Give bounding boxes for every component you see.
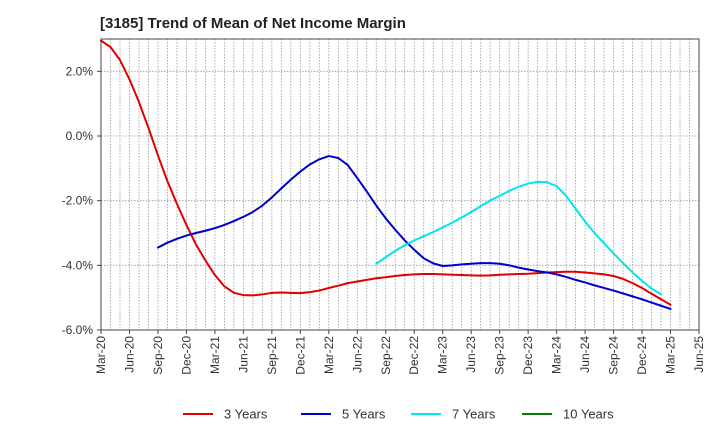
x-tick-label: Jun-21 bbox=[236, 336, 250, 373]
x-tick-label: Mar-25 bbox=[664, 336, 678, 374]
legend-label: 7 Years bbox=[452, 407, 496, 422]
x-tick-label: Dec-20 bbox=[179, 336, 193, 375]
x-tick-label: Mar-22 bbox=[322, 336, 336, 374]
x-tick-label: Sep-24 bbox=[607, 336, 621, 375]
x-tick-label: Jun-24 bbox=[578, 336, 592, 373]
x-tick-label: Sep-23 bbox=[493, 336, 507, 375]
legend-label: 5 Years bbox=[342, 407, 386, 422]
x-tick-label: Jun-22 bbox=[350, 336, 364, 373]
x-tick-label: Dec-24 bbox=[635, 336, 649, 375]
y-tick-label: -2.0% bbox=[62, 194, 94, 208]
plot-area bbox=[101, 39, 699, 330]
x-tick-label: Sep-20 bbox=[151, 336, 165, 375]
x-tick-label: Sep-21 bbox=[265, 336, 279, 375]
series-line-3-years bbox=[100, 39, 672, 306]
series-line-7-years bbox=[375, 180, 663, 296]
x-tick-label: Dec-21 bbox=[293, 336, 307, 375]
x-tick-label: Dec-23 bbox=[521, 336, 535, 375]
chart-title: [3185] Trend of Mean of Net Income Margi… bbox=[100, 15, 406, 32]
series-line-5-years bbox=[156, 155, 672, 310]
x-tick-label: Mar-21 bbox=[208, 336, 222, 374]
x-tick-label: Sep-22 bbox=[379, 336, 393, 375]
x-tick-label: Jun-23 bbox=[464, 336, 478, 373]
x-tick-label: Jun-20 bbox=[122, 336, 136, 373]
y-tick-label: 0.0% bbox=[66, 129, 94, 143]
x-tick-label: Mar-20 bbox=[94, 336, 108, 374]
x-tick-label: Mar-23 bbox=[436, 336, 450, 374]
y-tick-label: -6.0% bbox=[62, 323, 94, 337]
plot-frame bbox=[100, 38, 700, 331]
x-tick-label: Mar-24 bbox=[550, 336, 564, 374]
x-tick-label: Jun-25 bbox=[692, 336, 706, 373]
y-tick-label: 2.0% bbox=[66, 64, 94, 78]
legend-label: 10 Years bbox=[563, 407, 614, 422]
legend-label: 3 Years bbox=[224, 407, 268, 422]
x-tick-label: Dec-22 bbox=[407, 336, 421, 375]
y-tick-label: -4.0% bbox=[62, 258, 94, 272]
